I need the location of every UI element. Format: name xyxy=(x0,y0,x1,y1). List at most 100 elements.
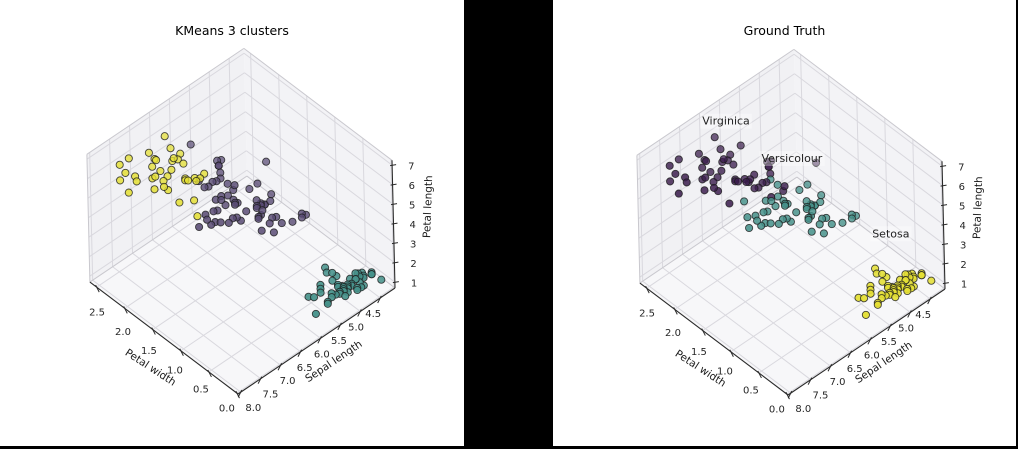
x-tick-label: 2.5 xyxy=(639,309,655,320)
data-point xyxy=(221,201,230,210)
data-point xyxy=(792,208,801,217)
tick xyxy=(337,322,342,331)
z-tick-label: 6 xyxy=(959,182,965,193)
data-point xyxy=(316,288,325,297)
data-point xyxy=(701,173,710,182)
data-point xyxy=(861,310,870,319)
data-point xyxy=(277,219,286,228)
data-point xyxy=(323,299,332,308)
data-point xyxy=(743,213,752,222)
tick xyxy=(867,337,872,345)
data-point xyxy=(671,169,680,178)
data-point xyxy=(917,271,926,280)
ground-truth-plot-canvas[interactable]: 0.0 0.5 1.0 1.5 2.0 2.5 4.55.05.56.06.57.07.58… xyxy=(553,0,1016,446)
data-point xyxy=(716,145,725,154)
tick xyxy=(941,223,948,226)
z-tick-label: 4 xyxy=(409,220,415,231)
data-point xyxy=(742,177,751,187)
z-tick-label: 2 xyxy=(410,259,416,270)
tick xyxy=(942,282,949,285)
kmeans-title: KMeans 3 clusters xyxy=(175,23,289,38)
ground-truth-figure: 0.0 0.5 1.0 1.5 2.0 2.5 4.5 5.0 5.5 6.0 6.5 7.0 7.5 8… xyxy=(553,0,1016,446)
data-point xyxy=(903,286,912,296)
data-point xyxy=(927,276,936,285)
data-point xyxy=(367,270,376,279)
data-point xyxy=(719,155,728,164)
data-point xyxy=(780,182,789,191)
x-tick-label: 2.5 xyxy=(89,308,105,319)
tick xyxy=(257,376,263,384)
tick xyxy=(673,307,678,315)
data-point xyxy=(700,186,709,195)
y-tick-label: 5.5 xyxy=(331,336,347,347)
data-point xyxy=(257,226,266,235)
tick xyxy=(297,349,303,357)
y-tick-label: 7.0 xyxy=(280,376,296,387)
data-point xyxy=(729,160,738,169)
data-point xyxy=(121,168,130,177)
data-point xyxy=(124,188,133,197)
data-point xyxy=(694,149,703,158)
data-point xyxy=(265,219,274,228)
data-point xyxy=(193,212,202,221)
tick xyxy=(390,164,397,167)
data-point xyxy=(262,157,271,166)
z-tick-label: 1 xyxy=(411,279,417,290)
data-point xyxy=(710,133,719,142)
y-tick-label: 7.0 xyxy=(830,377,846,388)
tick xyxy=(317,336,322,344)
data-point xyxy=(759,208,768,217)
z-tick-label: 2 xyxy=(960,260,966,271)
annotation-bbox xyxy=(700,113,752,129)
tick xyxy=(357,309,362,317)
z-tick-label: 6 xyxy=(409,181,415,192)
data-point xyxy=(665,161,674,170)
z-tick-label: 3 xyxy=(960,241,966,252)
data-point xyxy=(817,191,826,200)
data-point xyxy=(159,182,169,191)
data-point xyxy=(328,276,337,285)
data-point xyxy=(725,199,734,208)
y-tick-label: 6.5 xyxy=(847,364,863,375)
tick xyxy=(645,285,650,294)
data-point xyxy=(167,165,176,174)
data-point xyxy=(767,196,776,206)
data-point xyxy=(258,206,267,215)
data-point xyxy=(254,214,263,223)
tick xyxy=(95,284,100,293)
tick xyxy=(940,204,948,207)
data-point xyxy=(740,197,749,206)
data-point xyxy=(816,197,825,207)
tick xyxy=(207,369,212,378)
tick xyxy=(785,391,790,400)
data-point xyxy=(819,229,828,238)
data-point xyxy=(878,269,887,278)
data-point xyxy=(750,184,759,193)
cluster-annotation: Setosa xyxy=(872,227,909,240)
data-point xyxy=(230,200,240,209)
axis-line-x xyxy=(639,282,789,396)
x-tick-label: 1.5 xyxy=(141,346,157,357)
tick xyxy=(701,328,706,336)
scatter-points xyxy=(665,133,936,319)
data-point xyxy=(753,216,762,225)
y-tick-label: 7.5 xyxy=(262,390,278,401)
data-point xyxy=(288,217,297,226)
data-point xyxy=(267,190,276,199)
kmeans-figure: 0.0 0.5 1.0 1.5 2.0 2.5 4.5 5.0 5.5 6.0 6.5 7.0 7.5 8… xyxy=(0,0,464,446)
kmeans-plot-canvas[interactable]: 0.0 0.5 1.0 1.5 2.0 2.5 4.55.05.56.06.57.07.58… xyxy=(0,0,464,446)
tick xyxy=(179,348,184,356)
z-tick-label: 1 xyxy=(961,280,967,291)
data-point xyxy=(674,155,683,164)
data-point xyxy=(269,228,278,237)
data-point xyxy=(808,207,817,216)
y-tick-label: 4.5 xyxy=(915,310,931,321)
y-tick-label: 8.0 xyxy=(245,403,261,414)
tick xyxy=(390,183,397,186)
tick xyxy=(235,390,240,399)
y-tick-label: 4.5 xyxy=(365,309,381,320)
data-point xyxy=(209,207,218,216)
data-point xyxy=(195,222,204,232)
data-point xyxy=(115,160,124,169)
